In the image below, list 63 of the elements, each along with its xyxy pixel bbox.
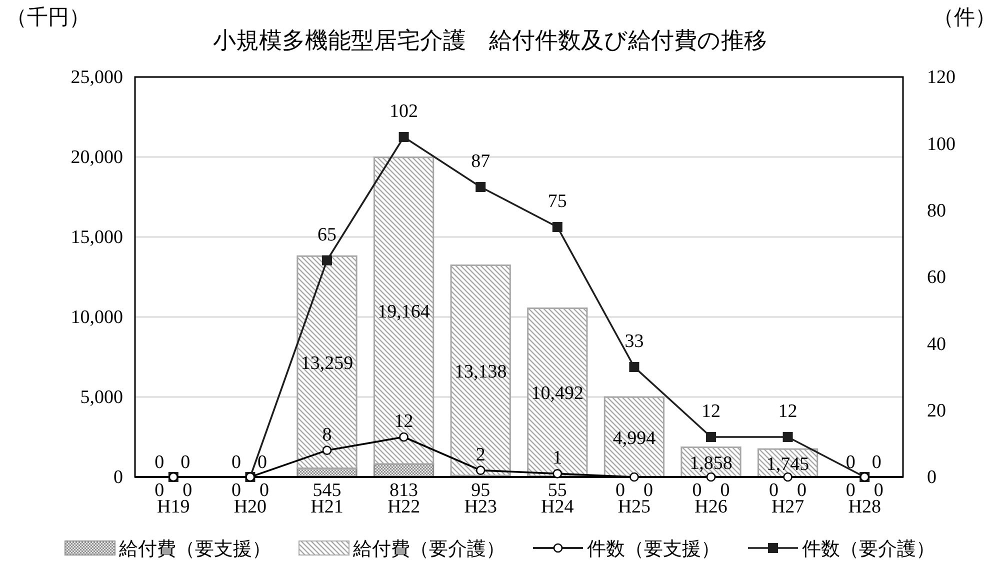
data-label: 12 [394,411,414,432]
data-label: 12 [778,401,798,422]
data-label: 1,858 [690,453,732,474]
point [398,132,409,142]
y2-tick-label: 120 [927,67,956,88]
bar [450,264,511,476]
bar [296,255,358,470]
point [399,432,408,442]
data-label: 0 [257,452,267,473]
y-tick-label: 0 [114,467,123,488]
data-label: 102 [390,101,418,122]
y2-tick-label: 60 [927,267,946,288]
y2-axis-title: （件） [933,5,996,29]
data-label: 13,138 [454,361,507,382]
point [706,472,716,482]
data-label: 12 [702,401,720,422]
y-tick-label: 20,000 [70,147,123,168]
chart-title: 小規模多機能型居宅介護 給付件数及び給付費の推移 [213,28,767,53]
legend-label: 件数（要介護） [802,539,935,560]
point [322,446,332,455]
data-label: 0 [846,452,856,473]
data-label: 8 [322,424,332,446]
data-label: 1 [552,448,562,469]
data-label: 0 [154,452,164,473]
point [782,432,793,442]
data-label: 0 [180,452,190,473]
bar [527,308,588,477]
data-label: 4,994 [612,428,656,450]
point [552,222,562,232]
data-label: 0 [872,452,882,473]
data-label: 10,492 [531,383,584,404]
point [552,469,562,478]
y-tick-label: 15,000 [70,227,123,248]
y-axis-title: （千円） [6,5,90,29]
data-label: 87 [471,151,490,172]
y2-tick-label: 80 [927,200,946,222]
y-tick-label: 10,000 [70,307,123,328]
y-tick-label: 25,000 [70,67,123,88]
data-label: 2 [476,444,486,466]
point [706,432,716,442]
y-tick-label: 5,000 [80,387,123,408]
data-label: 19,164 [378,302,430,323]
data-label: 1,745 [766,454,810,476]
data-label: 0 [231,452,241,473]
bar [604,396,665,478]
data-label: 13,259 [300,353,354,374]
data-label: 65 [318,224,336,246]
data-label: 75 [548,191,567,212]
y2-tick-label: 0 [927,467,936,488]
point [630,472,639,482]
point [629,362,640,372]
point [783,472,792,482]
legend-label: 給付費（要介護） [352,539,505,560]
y2-tick-label: 20 [927,400,946,422]
legend-label: 給付費（要支援） [118,539,271,560]
legend-label: 件数（要支援） [587,539,720,560]
point [476,466,486,475]
data-label: 33 [624,331,644,352]
point [322,255,332,266]
y2-tick-label: 100 [927,134,956,155]
point [476,182,486,192]
bar [373,156,434,465]
y2-tick-label: 40 [927,334,946,355]
